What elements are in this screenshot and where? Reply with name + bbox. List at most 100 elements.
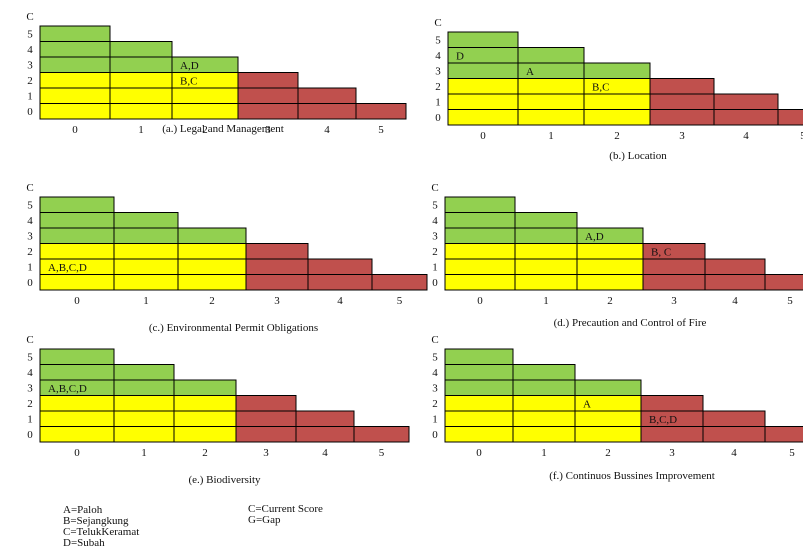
y-tick-label: 4 xyxy=(432,367,438,379)
cell-c0-r4 xyxy=(444,212,516,229)
y-tick-label: 3 xyxy=(27,231,33,243)
cell-c1-r0 xyxy=(512,426,576,443)
cell-c0-r3 xyxy=(444,227,516,244)
cell-c3-r1 xyxy=(642,258,706,275)
cell-c0-r5 xyxy=(447,31,519,48)
cell-c3-r2 xyxy=(649,78,715,95)
cell-c0-r3 xyxy=(39,227,115,244)
x-tick-label: 0 xyxy=(74,447,80,459)
y-tick-label: 2 xyxy=(27,246,33,258)
cell-c0-r3 xyxy=(444,379,514,396)
y-tick-label: 4 xyxy=(27,44,33,56)
cell-c0-r0 xyxy=(447,109,519,126)
cell-c4-r1 xyxy=(307,258,373,275)
y-tick-label: 3 xyxy=(27,60,33,72)
cell-c3-r0 xyxy=(245,274,309,291)
cell-c2-r3 xyxy=(177,227,247,244)
x-tick-label: 4 xyxy=(337,295,343,307)
cell-c1-r0 xyxy=(514,274,578,291)
site-annotation: A xyxy=(526,66,534,78)
x-tick-label: 4 xyxy=(731,447,737,459)
legend-item-a: A=Paloh xyxy=(63,504,103,516)
cell-c3-r2 xyxy=(245,243,309,260)
cell-c0-r1 xyxy=(444,258,516,275)
site-annotation: A xyxy=(583,398,591,410)
x-tick-label: 5 xyxy=(787,295,793,307)
x-tick-label: 3 xyxy=(671,295,677,307)
x-tick-label: 2 xyxy=(614,130,620,142)
cell-c2-r1 xyxy=(171,87,239,104)
y-tick-label: 1 xyxy=(27,262,33,274)
y-tick-label: 0 xyxy=(27,106,33,118)
y-tick-label: 3 xyxy=(435,66,441,78)
cell-c0-r3 xyxy=(447,62,519,79)
cell-c1-r2 xyxy=(109,72,173,89)
y-tick-label: 0 xyxy=(435,112,441,124)
legend-item-gap: G=Gap xyxy=(248,514,281,526)
cell-c4-r1 xyxy=(295,410,355,427)
cell-c3-r0 xyxy=(237,103,299,120)
x-tick-label: 3 xyxy=(274,295,280,307)
panel-a: C 0 1 2 3 4 5 0 1 2 3 4 5 A,D B,C (a.) Legal and Manage… xyxy=(26,11,407,136)
site-annotation: D xyxy=(456,50,464,62)
panel-e: C 0 1 2 3 4 5 0 1 2 3 4 5 A,B,C,D (e.) Biodiversity xyxy=(26,334,410,486)
y-tick-label: 3 xyxy=(432,231,438,243)
y-tick-label: 1 xyxy=(435,97,441,109)
legend-item-b: B=Sejangkung xyxy=(63,515,129,527)
site-annotation: A,B,C,D xyxy=(48,383,87,395)
cell-c2-r2 xyxy=(173,395,237,412)
cell-c4-r0 xyxy=(297,103,357,120)
y-tick-label: 3 xyxy=(432,383,438,395)
cell-c2-r1 xyxy=(576,258,644,275)
y-axis-label: C xyxy=(26,182,33,194)
cell-c1-r0 xyxy=(113,426,175,443)
x-tick-label: 0 xyxy=(72,124,78,136)
x-tick-label: 5 xyxy=(378,124,384,136)
panel-c: C 0 1 2 3 4 5 0 1 2 3 4 5 A,B,C,D (c.) Environmental P… xyxy=(26,182,428,334)
legend-sites: A=Paloh B=Sejangkung C=TelukKeramat D=Su… xyxy=(63,505,139,549)
y-tick-label: 1 xyxy=(27,414,33,426)
x-tick-label: 1 xyxy=(141,447,147,459)
x-tick-label: 3 xyxy=(679,130,685,142)
cell-c0-r5 xyxy=(39,348,115,365)
cell-c0-r4 xyxy=(444,364,514,381)
cell-c2-r1 xyxy=(177,258,247,275)
y-tick-label: 5 xyxy=(435,35,441,47)
y-tick-label: 4 xyxy=(27,367,33,379)
legend-item-d: D=Subah xyxy=(63,537,105,549)
x-tick-label: 4 xyxy=(322,447,328,459)
cell-c5-r0 xyxy=(764,426,803,443)
y-tick-label: 0 xyxy=(432,429,438,441)
y-axis-label: C xyxy=(26,11,33,23)
y-tick-label: 5 xyxy=(432,352,438,364)
x-tick-label: 2 xyxy=(605,447,611,459)
site-annotation: B,C xyxy=(180,75,197,87)
cell-c0-r4 xyxy=(39,212,115,229)
cell-c1-r2 xyxy=(512,395,576,412)
cell-c3-r1 xyxy=(649,93,715,110)
cell-c4-r0 xyxy=(702,426,766,443)
cell-c4-r0 xyxy=(713,109,779,126)
cell-c0-r1 xyxy=(39,410,115,427)
y-tick-label: 2 xyxy=(432,246,438,258)
site-annotation: B, C xyxy=(651,246,671,258)
panel-caption: (e.) Biodiversity xyxy=(188,474,261,486)
cell-c5-r0 xyxy=(371,274,428,291)
cell-c2-r2 xyxy=(576,243,644,260)
cell-c2-r0 xyxy=(574,426,642,443)
cell-c0-r2 xyxy=(39,395,115,412)
cell-c1-r1 xyxy=(113,258,179,275)
x-tick-label: 2 xyxy=(202,124,208,136)
y-axis-label: C xyxy=(434,17,441,29)
y-tick-label: 4 xyxy=(27,215,33,227)
panel-caption: (d.) Precaution and Control of Fire xyxy=(554,317,707,329)
cell-c1-r4 xyxy=(113,364,175,381)
cell-c0-r1 xyxy=(39,87,111,104)
x-tick-label: 2 xyxy=(607,295,613,307)
panel-caption: (a.) Legal and Management xyxy=(162,123,284,135)
cell-c0-r0 xyxy=(444,274,516,291)
x-tick-label: 0 xyxy=(477,295,483,307)
cell-c3-r1 xyxy=(235,410,297,427)
cell-c1-r1 xyxy=(109,87,173,104)
